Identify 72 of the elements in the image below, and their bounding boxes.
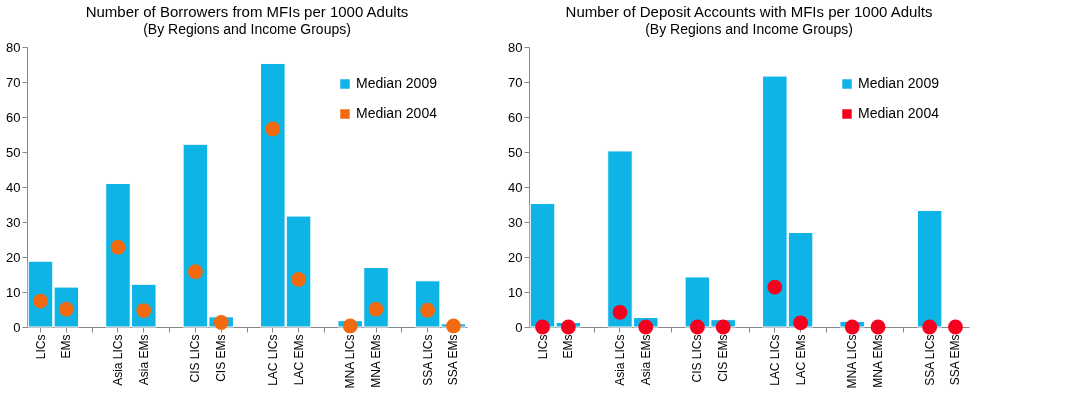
x-tick-label: LICs <box>535 334 550 360</box>
point <box>33 293 48 309</box>
x-tick-label: EMs <box>59 334 74 359</box>
x-tick-label: LAC LICs <box>767 334 782 386</box>
x-tick-label: LAC LICs <box>265 334 280 386</box>
x-tick-label: MNA EMs <box>369 334 384 388</box>
x-tick-label: MNA LICs <box>343 334 358 389</box>
x-tick-label: Asia EMs <box>638 334 653 386</box>
x-tick-label: SSA LICs <box>922 334 937 386</box>
y-tick-label: 60 <box>508 109 523 125</box>
y-tick-label: 30 <box>508 214 523 230</box>
y-tick-label: 40 <box>6 179 21 195</box>
x-tick-label: LAC EMs <box>291 334 306 386</box>
point <box>689 319 705 335</box>
x-tick-label: EMs <box>561 334 576 359</box>
point <box>560 319 576 335</box>
point <box>612 304 628 320</box>
x-tick-label: LICs <box>33 334 48 360</box>
point <box>948 319 963 335</box>
point <box>844 319 860 335</box>
chart-subtitle: (By Regions and Income Groups) <box>143 21 351 37</box>
x-tick-label: CIS EMs <box>716 334 731 382</box>
y-tick-label: 10 <box>6 284 21 300</box>
y-tick-label: 60 <box>6 109 21 125</box>
point <box>342 318 358 334</box>
y-tick-label: 80 <box>6 39 21 55</box>
point <box>922 319 938 335</box>
x-tick-label: CIS EMs <box>214 334 229 382</box>
y-tick-label: 40 <box>508 179 523 195</box>
x-tick-label: SSA EMs <box>948 334 963 386</box>
point <box>213 315 229 330</box>
point <box>265 121 281 137</box>
legend-label: Median 2009 <box>356 75 438 91</box>
x-tick-label: Asia LICs <box>612 334 627 386</box>
point <box>535 319 550 335</box>
x-tick-label: Asia EMs <box>136 334 151 386</box>
point <box>767 279 783 295</box>
point <box>870 319 886 335</box>
y-tick-label: 70 <box>6 74 21 90</box>
x-tick-label: CIS LICs <box>188 334 203 383</box>
y-tick-label: 0 <box>13 319 21 335</box>
y-tick-label: 80 <box>508 39 523 55</box>
chart-subtitle: (By Regions and Income Groups) <box>645 21 853 37</box>
y-tick-label: 70 <box>508 74 523 90</box>
chart-title: Number of Borrowers from MFIs per 1000 Adults <box>85 3 409 20</box>
x-tick-label: SSA EMs <box>446 334 461 386</box>
point <box>110 239 126 255</box>
x-tick-label: LAC EMs <box>793 334 808 386</box>
y-tick-label: 50 <box>508 144 523 160</box>
x-tick-label: MNA LICs <box>845 334 860 389</box>
x-tick-label: SSA LICs <box>420 334 435 386</box>
x-tick-label: Asia LICs <box>110 334 125 386</box>
point <box>368 301 384 317</box>
point <box>187 264 203 280</box>
y-tick-label: 50 <box>6 144 21 160</box>
x-tick-label: MNA EMs <box>871 334 886 388</box>
point <box>715 319 731 335</box>
y-tick-label: 30 <box>6 214 21 230</box>
y-tick-label: 20 <box>508 249 523 265</box>
point <box>446 318 461 334</box>
legend-label: Median 2004 <box>858 105 940 121</box>
y-tick-label: 10 <box>508 284 523 300</box>
y-tick-label: 0 <box>515 319 523 335</box>
point <box>638 319 654 335</box>
point <box>291 272 307 287</box>
x-tick-label: CIS LICs <box>690 334 705 383</box>
legend-label: Median 2009 <box>858 75 940 91</box>
y-tick-label: 20 <box>6 249 21 265</box>
bar <box>916 209 943 328</box>
point <box>793 315 809 331</box>
legend-label: Median 2004 <box>356 105 438 121</box>
chart-title: Number of Deposit Accounts with MFIs per 1000 Adults <box>565 3 933 20</box>
